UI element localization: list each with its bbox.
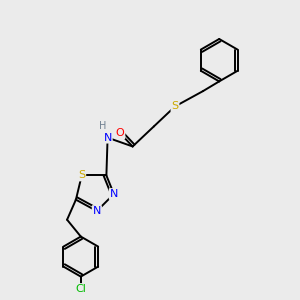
Text: N: N [110, 189, 118, 199]
Text: N: N [93, 206, 101, 216]
Text: Cl: Cl [75, 284, 86, 294]
Text: S: S [78, 170, 85, 180]
Text: S: S [172, 101, 178, 111]
Text: H: H [100, 122, 107, 131]
Text: N: N [103, 133, 112, 142]
Text: O: O [116, 128, 124, 138]
